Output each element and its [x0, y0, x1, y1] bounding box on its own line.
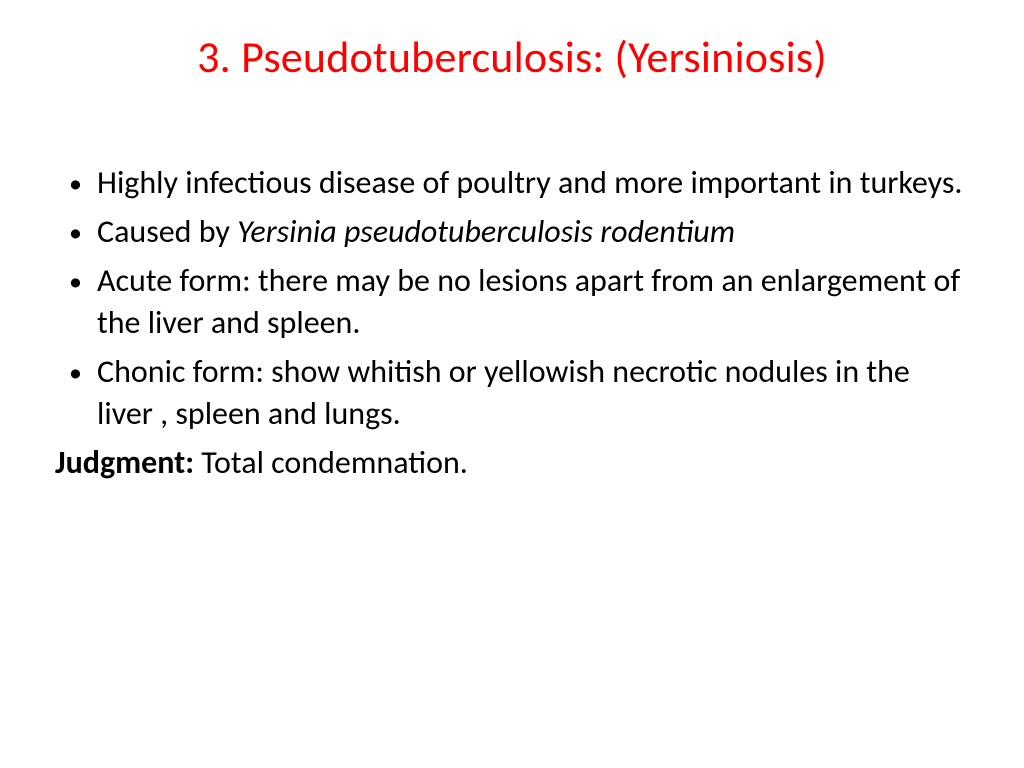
bullet-text: Chonic form: show whitish or yellowish n…	[97, 351, 969, 436]
judgment-line: Judgment: Total condemnation.	[55, 442, 969, 485]
list-item: • Chonic form: show whitish or yellowish…	[55, 351, 969, 436]
list-item: • Highly infectious disease of poultry a…	[55, 162, 969, 205]
bullet-icon: •	[55, 211, 97, 254]
bullet-icon: •	[55, 162, 97, 205]
slide-title: 3. Pseudotuberculosis: (Yersiniosis)	[55, 30, 969, 84]
judgment-text: Total condemnation.	[194, 443, 468, 482]
slide-body: • Highly infectious disease of poultry a…	[55, 162, 969, 485]
slide-container: 3. Pseudotuberculosis: (Yersiniosis) • H…	[0, 0, 1024, 768]
list-item: • Caused by Yersinia pseudotuberculosis …	[55, 211, 969, 254]
bullet-icon: •	[55, 260, 97, 303]
judgment-label: Judgment:	[55, 443, 194, 482]
bullet-text: Highly infectious disease of poultry and…	[97, 162, 969, 205]
bullet-text: Caused by Yersinia pseudotuberculosis ro…	[97, 211, 969, 254]
bullet-icon: •	[55, 351, 97, 394]
list-item: • Acute form: there may be no lesions ap…	[55, 260, 969, 345]
bullet-text: Acute form: there may be no lesions apar…	[97, 260, 969, 345]
